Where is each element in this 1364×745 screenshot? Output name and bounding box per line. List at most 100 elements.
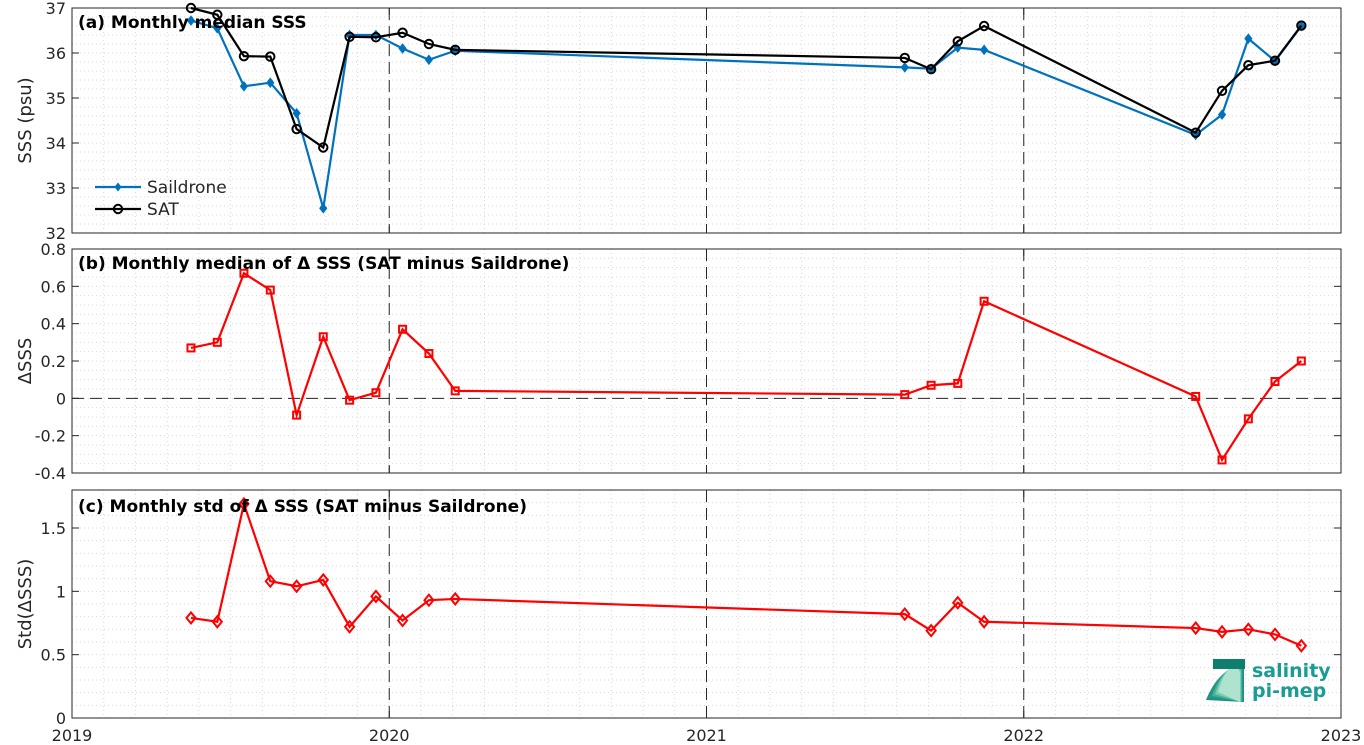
series-line — [190, 6, 1303, 150]
data-point — [397, 27, 408, 38]
data-point — [239, 80, 249, 92]
x-tick-label: 2021 — [686, 726, 727, 745]
legend-marker — [114, 182, 122, 192]
panel-title: (b) Monthly median of Δ SSS (SAT minus S… — [78, 254, 569, 274]
data-point — [213, 22, 222, 34]
legend-marker — [112, 203, 124, 215]
data-point — [239, 268, 249, 278]
y-tick-label: 32 — [46, 224, 66, 243]
data-point — [343, 619, 356, 634]
data-point — [423, 38, 435, 50]
data-point — [370, 32, 382, 43]
data-point — [185, 2, 197, 14]
data-point — [898, 607, 911, 622]
data-point — [1296, 356, 1306, 366]
series-saildrone — [186, 15, 1306, 214]
panel-title: (a) Monthly median SSS — [78, 13, 307, 33]
data-point — [925, 64, 937, 75]
data-point — [345, 395, 355, 405]
data-point — [1216, 85, 1228, 97]
data-point — [1191, 391, 1201, 401]
logo-text-pimep: pi-mep — [1252, 680, 1326, 702]
data-point — [925, 623, 937, 638]
data-point — [398, 324, 408, 334]
logo-text-salinity: salinity — [1252, 660, 1331, 682]
y-tick-label: -0.4 — [35, 464, 66, 483]
data-point — [1296, 20, 1307, 31]
data-point — [291, 123, 302, 135]
panel-1: 32 33 34 35 36 37 SSS (psu) (a) Monthly median … — [15, 0, 1342, 243]
x-tick-label: 2023 — [1321, 726, 1362, 745]
data-point — [186, 343, 196, 353]
data-point — [1189, 620, 1202, 636]
data-point — [266, 77, 275, 89]
panel-title: (c) Monthly std of Δ SSS (SAT minus Sail… — [78, 497, 527, 517]
y-tick-label: 0 — [56, 389, 66, 408]
data-point — [292, 107, 301, 119]
data-point — [900, 390, 910, 400]
y-axis-label: SSS (psu) — [15, 77, 36, 163]
y-axis-label: ΔSSS — [15, 338, 36, 385]
x-tick-label: 2022 — [1003, 726, 1044, 745]
data-point — [1295, 638, 1308, 653]
series-sat — [185, 2, 1307, 153]
y-tick-label: 0.4 — [41, 315, 66, 334]
series-delta — [185, 496, 1308, 653]
logo-wave — [1218, 666, 1240, 702]
data-point — [1190, 127, 1201, 138]
data-point — [211, 614, 224, 629]
x-tick-label: 2019 — [52, 726, 93, 745]
data-point — [424, 54, 434, 66]
data-point — [423, 593, 435, 608]
data-point — [370, 589, 382, 604]
panel-2: -0.4 -0.2 0 0.2 0.4 0.6 0.8 ΔSSS (b) Monthly med… — [15, 240, 1342, 483]
logo-bar — [1213, 659, 1245, 669]
y-tick-label: 0.8 — [41, 240, 66, 259]
y-tick-label: -0.2 — [35, 427, 66, 446]
y-tick-label: 33 — [46, 179, 66, 198]
data-point — [398, 43, 407, 54]
data-point — [371, 388, 381, 398]
data-point — [212, 337, 222, 347]
y-tick-label: 1 — [56, 582, 66, 601]
data-point — [450, 44, 461, 56]
data-point — [1270, 377, 1280, 387]
y-tick-label: 1.5 — [41, 519, 66, 538]
data-point — [344, 31, 355, 42]
data-point — [1216, 624, 1228, 639]
data-point — [318, 142, 329, 153]
data-point — [979, 296, 989, 306]
data-point — [1243, 414, 1253, 424]
y-tick-label: 36 — [46, 44, 66, 63]
data-point — [978, 20, 990, 32]
series-delta — [186, 268, 1306, 465]
data-point — [185, 610, 197, 626]
legend-label: Saildrone — [147, 178, 227, 198]
legend-label: SAT — [147, 200, 179, 220]
data-point — [952, 36, 963, 47]
data-point — [926, 380, 936, 390]
data-point — [1243, 59, 1254, 71]
series-line — [190, 271, 1303, 463]
series-line — [190, 19, 1303, 209]
data-point — [292, 410, 302, 420]
data-point — [449, 591, 462, 607]
data-point — [290, 579, 303, 594]
x-tick-label: 2020 — [369, 726, 410, 745]
y-tick-label: 0.6 — [41, 277, 66, 296]
data-point — [238, 496, 250, 512]
data-point — [1217, 455, 1227, 465]
data-point — [238, 50, 250, 62]
data-point — [318, 332, 328, 342]
data-point — [424, 349, 434, 359]
grid — [71, 248, 1342, 474]
data-point — [319, 202, 328, 214]
data-point — [1269, 627, 1281, 642]
y-axis-label: Std(ΔSSS) — [15, 559, 36, 650]
y-tick-label: 0 — [56, 709, 66, 728]
data-point — [450, 386, 460, 396]
data-point — [265, 285, 275, 295]
